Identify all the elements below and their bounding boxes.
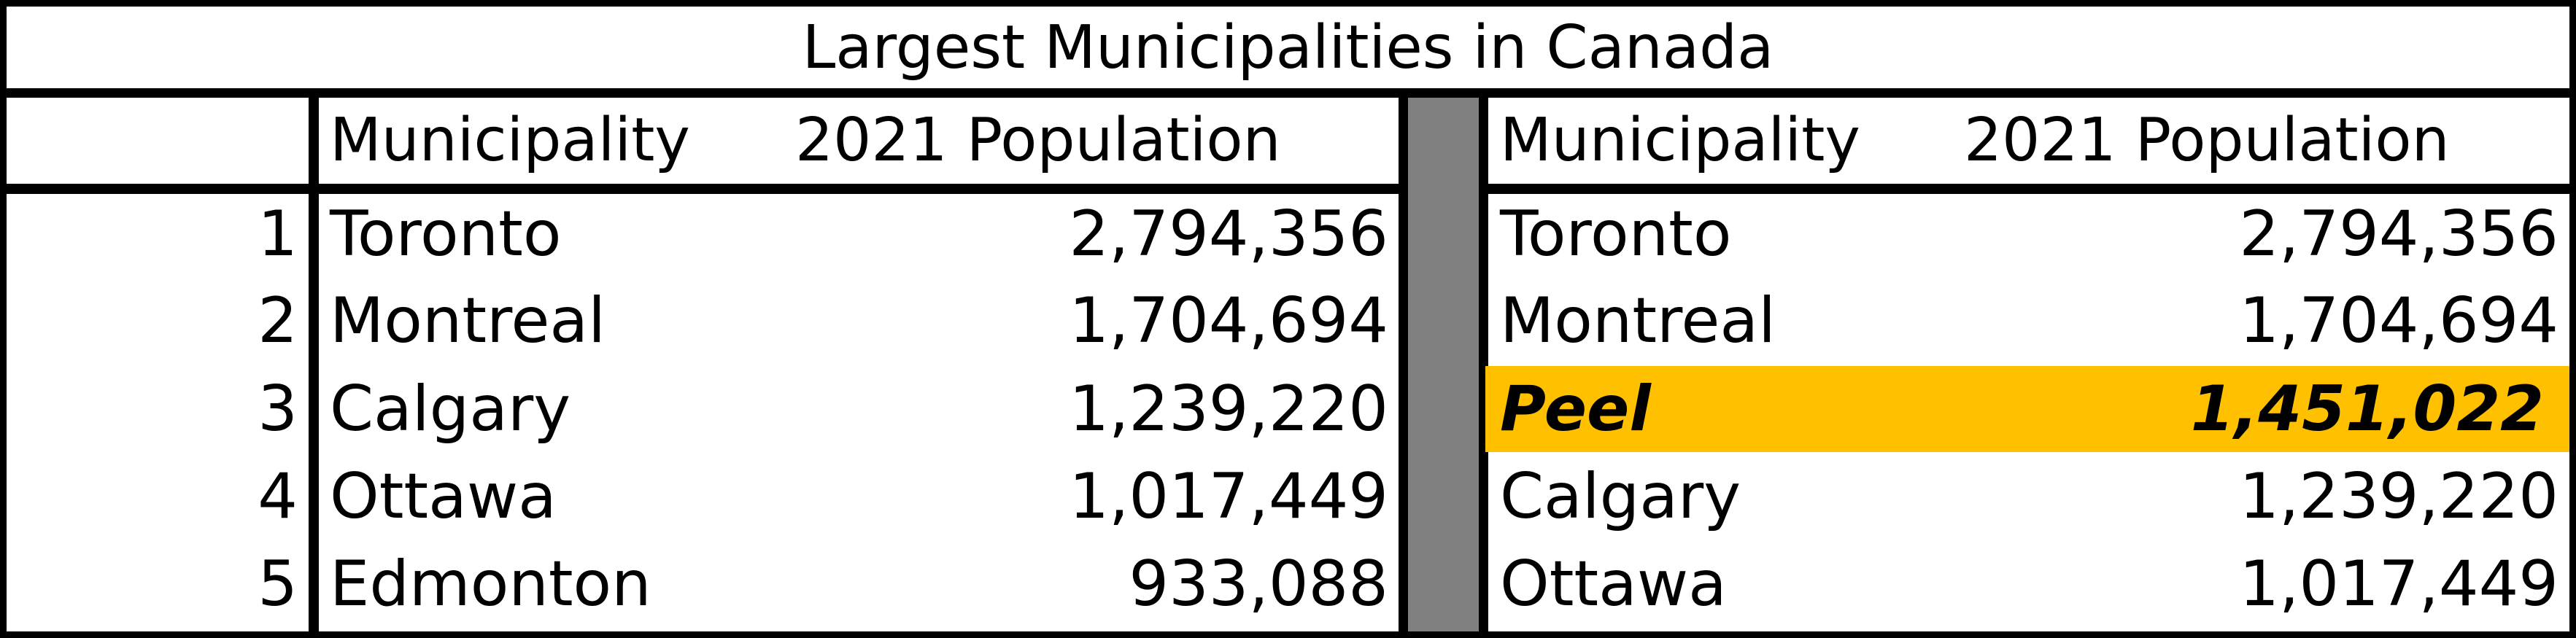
header-divider [0, 184, 2576, 194]
population-cell: 1,239,220 [1069, 373, 1388, 446]
municipality-cell: Montreal [1500, 284, 1776, 357]
title-divider [0, 88, 2576, 98]
highlight-row-background [1485, 366, 2569, 452]
population-cell: 2,794,356 [1069, 198, 1388, 271]
municipality-cell: Toronto [330, 198, 562, 271]
population-cell: 1,239,220 [2239, 460, 2558, 533]
population-cell: 1,704,694 [2239, 284, 2558, 357]
rank-cell: 1 [258, 198, 298, 271]
gray-separator-column [1406, 98, 1482, 631]
table-title: Largest Municipalities in Canada [802, 12, 1774, 82]
rank-cell: 3 [258, 373, 298, 446]
population-cell-highlighted: 1,451,022 [2190, 373, 2544, 446]
municipality-cell: Edmonton [330, 548, 651, 621]
municipality-cell: Montreal [330, 284, 606, 357]
separator-right-border [1479, 98, 1488, 638]
right-header-municipality: Municipality [1500, 106, 1860, 175]
rank-cell: 2 [258, 284, 298, 357]
municipality-cell: Ottawa [330, 460, 557, 533]
population-cell: 1,704,694 [1069, 284, 1388, 357]
municipality-cell: Ottawa [1500, 548, 1727, 621]
population-cell: 1,017,449 [2239, 548, 2558, 621]
population-cell: 933,088 [1129, 548, 1388, 621]
left-header-municipality: Municipality [330, 106, 690, 175]
population-cell: 1,017,449 [1069, 460, 1388, 533]
municipality-cell: Calgary [330, 373, 571, 446]
separator-left-border [1399, 98, 1408, 638]
population-cell: 2,794,356 [2239, 198, 2558, 271]
rank-column-divider [309, 98, 319, 638]
right-header-population: 2021 Population [1964, 106, 2450, 175]
rank-cell: 5 [258, 548, 298, 621]
municipality-cell: Toronto [1500, 198, 1732, 271]
municipality-cell: Calgary [1500, 460, 1741, 533]
municipality-cell-highlighted: Peel [1500, 373, 1651, 446]
left-header-population: 2021 Population [795, 106, 1281, 175]
rank-cell: 4 [258, 460, 298, 533]
